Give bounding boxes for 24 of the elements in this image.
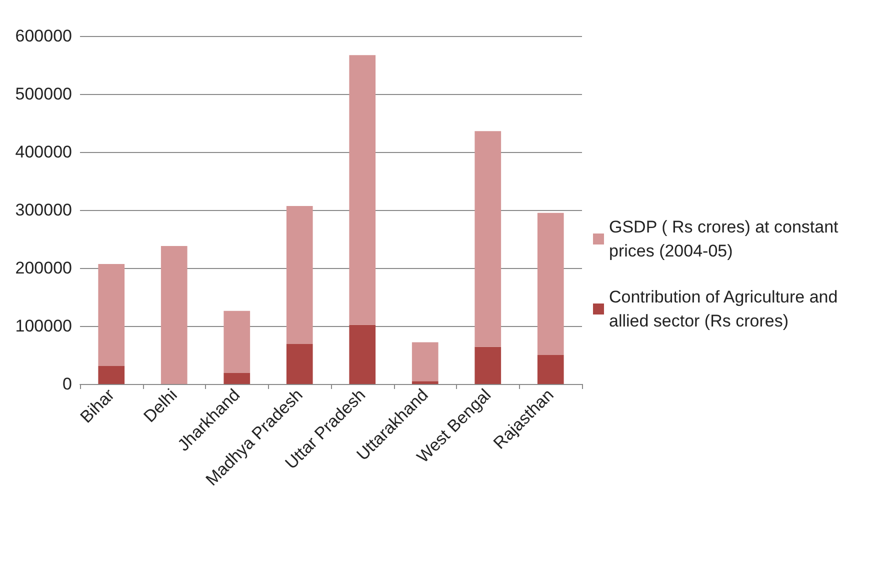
bar <box>537 212 564 355</box>
y-tick-label: 0 <box>62 374 72 394</box>
y-tick-label: 600000 <box>15 26 72 46</box>
bar <box>537 355 564 384</box>
bar <box>349 324 376 384</box>
y-tick-label: 400000 <box>15 142 72 162</box>
bar <box>412 342 438 382</box>
bar <box>474 131 502 347</box>
bar <box>98 366 125 384</box>
y-tick-label: 500000 <box>15 84 72 104</box>
bar <box>98 264 125 366</box>
bar <box>474 346 502 384</box>
bar <box>286 344 313 384</box>
legend-label: Contribution of Agriculture and allied sector (Rs crores) <box>609 288 842 330</box>
y-tick-label: 300000 <box>15 200 72 220</box>
bar <box>286 206 313 344</box>
bar <box>224 372 250 384</box>
bar <box>224 310 250 373</box>
y-tick-label: 200000 <box>15 258 72 278</box>
bar <box>160 246 188 384</box>
y-tick-label: 100000 <box>15 316 72 336</box>
bar <box>349 55 376 325</box>
legend-label: GSDP ( Rs crores) at constant prices (2004-05) <box>609 218 843 260</box>
bar <box>412 381 438 384</box>
